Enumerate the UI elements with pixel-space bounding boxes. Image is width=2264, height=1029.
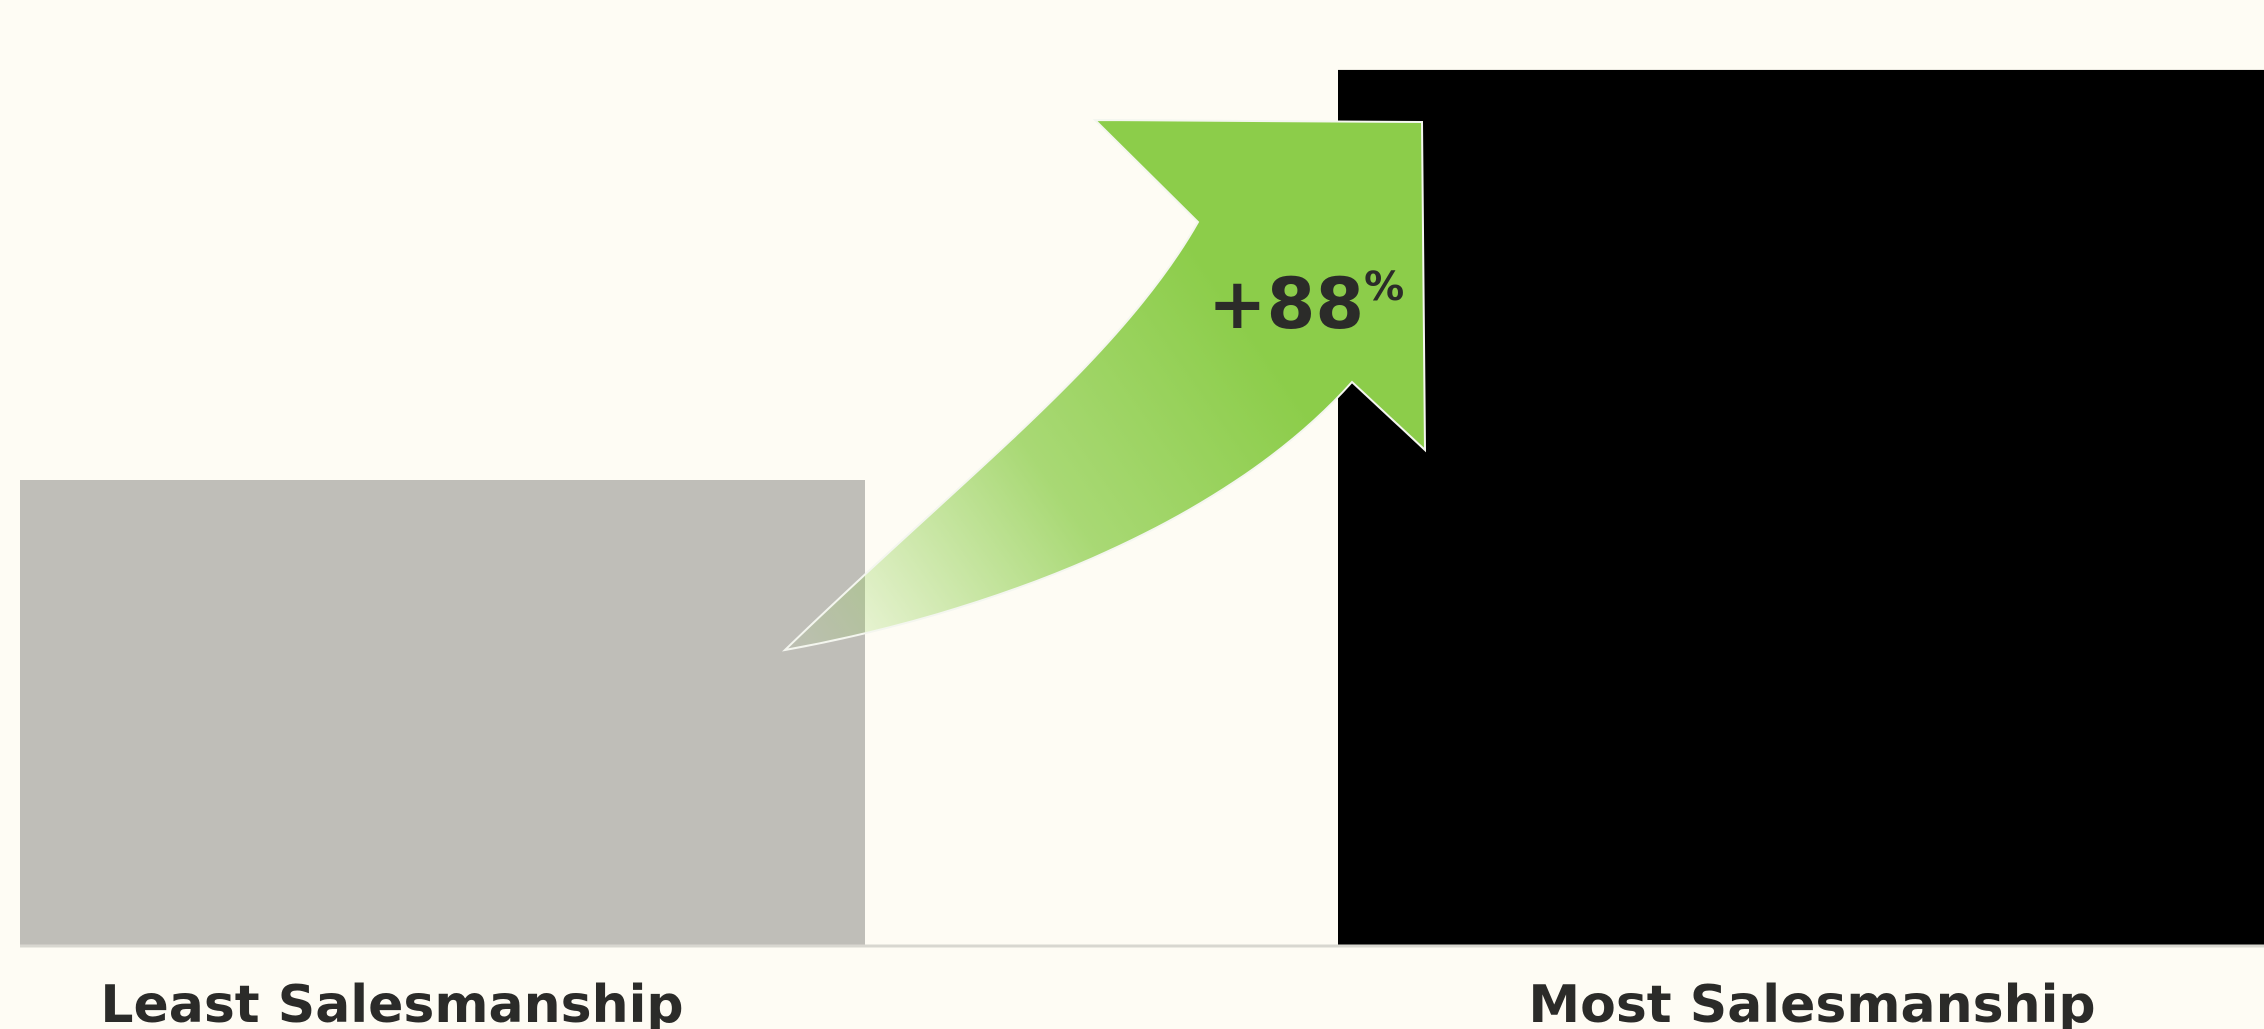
bar-most-salesmanship bbox=[1338, 69, 2264, 947]
category-label-most-salesmanship: Most Salesmanship bbox=[1528, 975, 2095, 1029]
category-label-least-salesmanship: Least Salesmanship bbox=[100, 975, 683, 1029]
bar-least-salesmanship bbox=[20, 480, 865, 946]
percent-change-label: +88% bbox=[1208, 263, 1404, 345]
growth-arrow bbox=[781, 118, 1427, 652]
percent-sign: % bbox=[1364, 264, 1404, 310]
percent-change-value: +88 bbox=[1208, 263, 1364, 345]
